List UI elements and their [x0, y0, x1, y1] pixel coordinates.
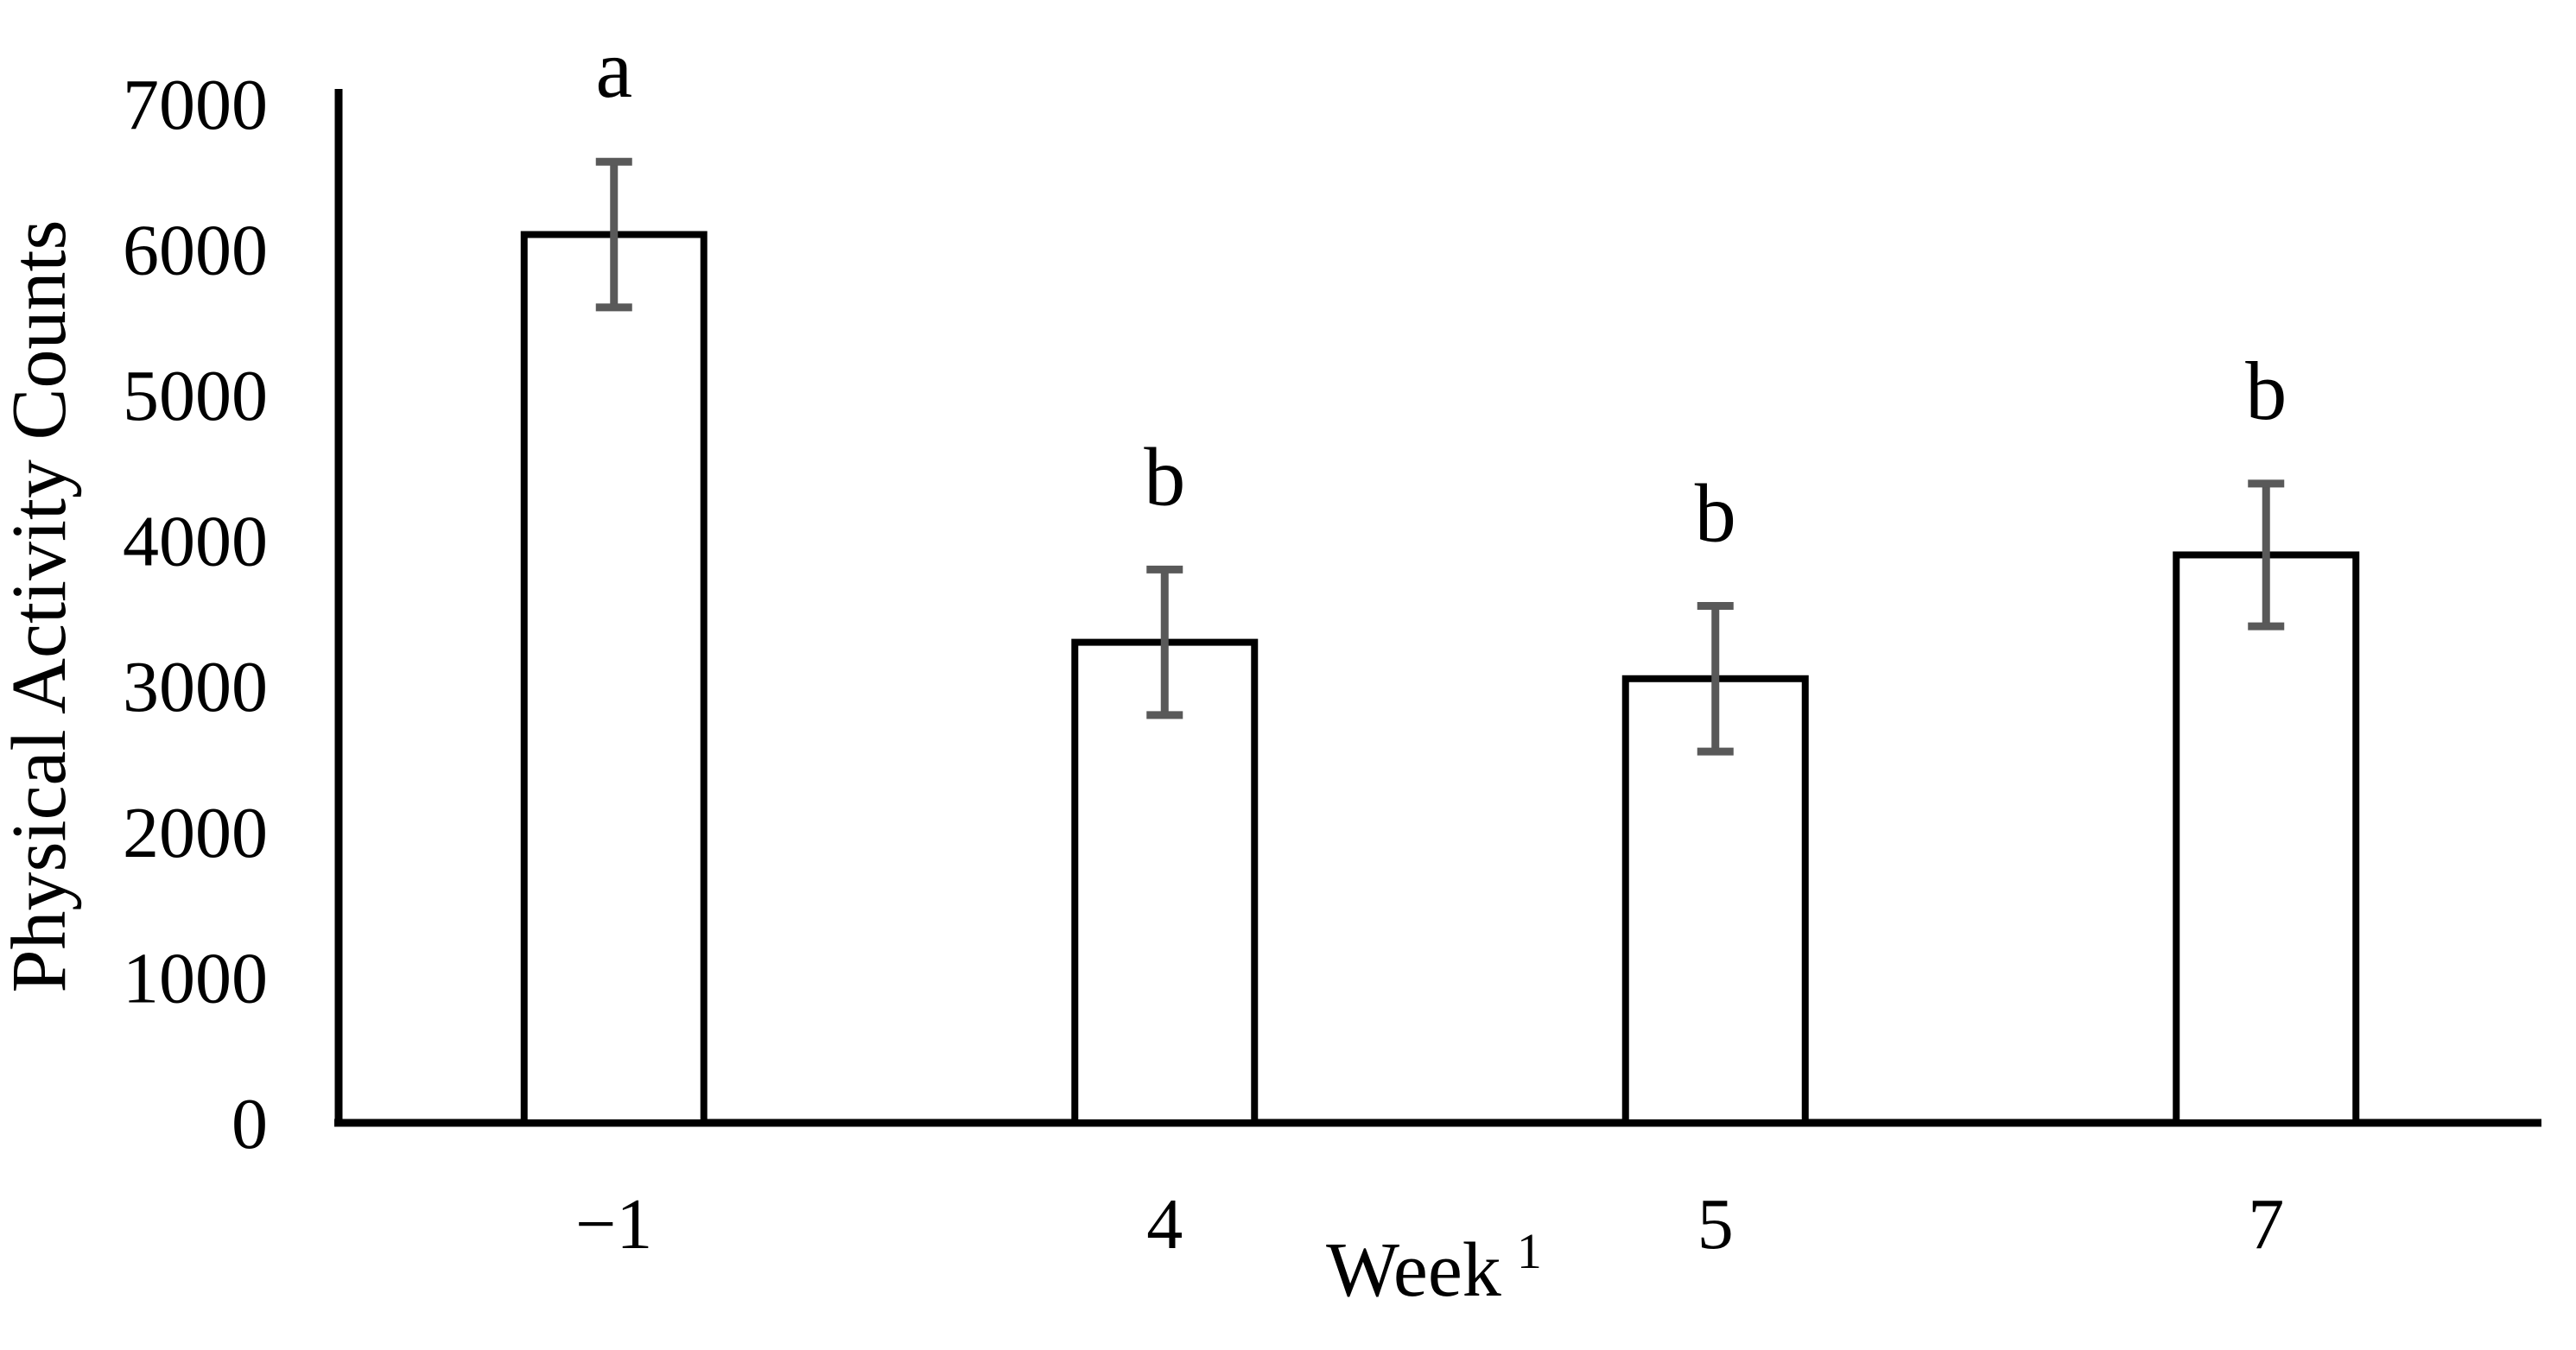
significance-letter: b: [1695, 466, 1736, 559]
y-tick-label: 7000: [123, 65, 268, 145]
bar: [2173, 551, 2360, 1126]
y-tick-label: 2000: [123, 793, 268, 873]
y-axis-title: Physical Activity Counts: [0, 219, 82, 992]
x-tick-label: −1: [575, 1184, 652, 1264]
y-axis: 0 1000 2000 3000 4000 5000 6000 7000 Physical A…: [0, 65, 343, 1164]
y-tick-label: 4000: [123, 502, 268, 582]
significance-letter: a: [595, 22, 632, 115]
bars-group: a b b b: [520, 22, 2360, 1126]
x-axis-title-superscript: 1: [1517, 1223, 1542, 1279]
y-tick-label: 1000: [123, 938, 268, 1018]
bar: [520, 231, 707, 1126]
x-tick-label: 5: [1697, 1184, 1734, 1264]
x-tick-label: 7: [2248, 1184, 2284, 1264]
y-tick-label: 6000: [123, 210, 268, 290]
error-bar: [1697, 601, 1734, 756]
error-bar: [1146, 565, 1183, 719]
x-axis: −1 4 5 7 Week 1: [334, 1119, 2541, 1313]
significance-letter: b: [1144, 430, 1185, 523]
x-tick-labels: −1 4 5 7: [575, 1184, 2284, 1264]
y-tick-labels: 0 1000 2000 3000 4000 5000 6000 7000: [123, 65, 268, 1164]
significance-letter: b: [2245, 345, 2287, 437]
x-axis-title-word: Week: [1326, 1227, 1501, 1313]
y-tick-label: 3000: [123, 647, 268, 727]
error-bar: [2248, 479, 2285, 631]
x-tick-label: 4: [1146, 1184, 1183, 1264]
bar: [1071, 638, 1259, 1126]
x-axis-title: Week 1: [1326, 1223, 1542, 1313]
error-bar: [595, 157, 632, 312]
y-tick-label: 5000: [123, 356, 268, 436]
y-tick-label: 0: [232, 1084, 268, 1164]
